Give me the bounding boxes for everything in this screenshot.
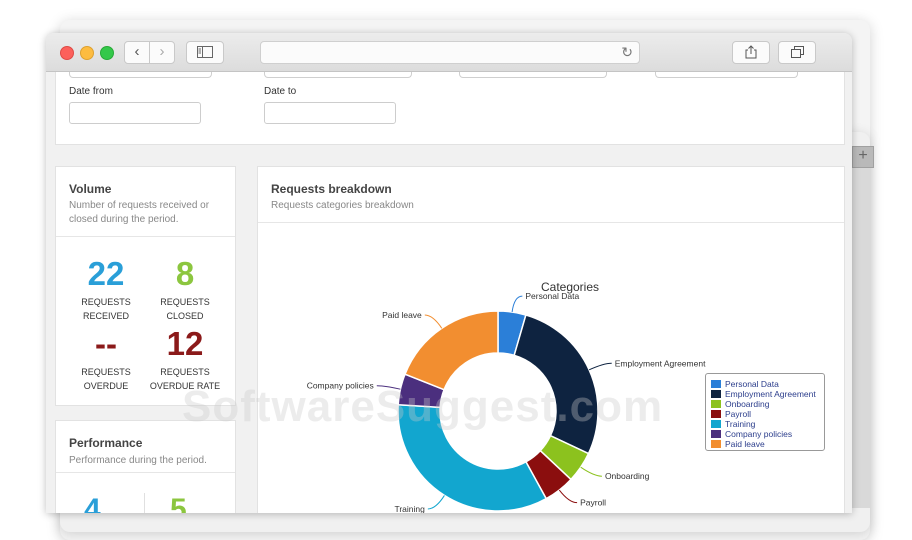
forward-button[interactable]: › (149, 41, 175, 64)
slice-label: Employment Agreement (615, 358, 706, 368)
share-button[interactable] (732, 41, 770, 64)
chart-legend: Personal Data Employment Agreement Onboard… (705, 373, 825, 451)
stat-label: REQUESTS RECEIVED (81, 297, 131, 321)
date-to-input[interactable] (264, 102, 396, 124)
performance-panel: Performance Performance during the perio… (55, 420, 236, 513)
legend-item[interactable]: Personal Data (711, 379, 779, 389)
label-connector (424, 314, 443, 329)
legend-label: Employment Agreement (725, 389, 816, 399)
legend-label: Company policies (725, 429, 793, 439)
legend-item[interactable]: Employment Agreement (711, 389, 816, 399)
legend-swatch (711, 380, 721, 388)
stat-label: REQUESTS CLOSED (160, 297, 210, 321)
breakdown-header: Requests breakdown Requests categories b… (258, 167, 844, 223)
stat-label: REQUESTS OVERDUE RATE (149, 367, 221, 391)
legend-swatch (711, 410, 721, 418)
legend-label: Onboarding (725, 399, 770, 409)
zoom-window-button[interactable] (100, 46, 114, 60)
volume-panel: Volume Number of requests received or cl… (55, 166, 236, 406)
back-button[interactable]: ‹ (124, 41, 150, 64)
slice-label: Personal Data (525, 291, 579, 301)
filters-panel: Date from Date to (55, 72, 845, 145)
performance-value: 4 (84, 493, 101, 514)
chevron-right-icon: › (159, 43, 165, 60)
share-icon (745, 45, 757, 59)
legend-item[interactable]: Company policies (711, 429, 792, 439)
legend-swatch (711, 420, 721, 428)
legend-label: Payroll (725, 409, 751, 419)
categories-donut-chart: Personal Data Employment Agreement Onboard… (307, 291, 706, 513)
filter-select[interactable] (655, 72, 798, 78)
stat-value: -- (95, 325, 117, 362)
slice-label: Payroll (580, 498, 606, 508)
browser-window: ‹ › ↻ (46, 33, 852, 513)
volume-title: Volume (69, 182, 112, 196)
volume-description: Number of requests received or closed du… (69, 200, 210, 225)
legend-label: Personal Data (725, 379, 779, 389)
divider (144, 493, 145, 513)
requests-closed-stat: 8 REQUESTS CLOSED (140, 257, 230, 323)
legend-item[interactable]: Paid leave (711, 439, 765, 449)
browser-toolbar: ‹ › ↻ (46, 33, 852, 72)
sidebar-toggle-button[interactable] (186, 41, 224, 64)
legend-item[interactable]: Payroll (711, 409, 751, 419)
address-bar[interactable]: ↻ (260, 41, 640, 64)
legend-label: Paid leave (725, 439, 765, 449)
breakdown-subtitle: Requests categories breakdown (271, 200, 414, 211)
slice-label: Onboarding (605, 471, 650, 481)
new-tab-icon[interactable]: + (852, 146, 874, 168)
slice-label: Training (394, 504, 425, 513)
chevron-left-icon: ‹ (134, 43, 140, 60)
requests-received-stat: 22 REQUESTS RECEIVED (61, 257, 151, 323)
stat-label: REQUESTS OVERDUE (81, 367, 131, 391)
filter-select[interactable] (459, 72, 607, 78)
background-window-edge (852, 168, 870, 508)
show-tabs-button[interactable] (778, 41, 816, 64)
requests-overdue-stat: -- REQUESTS OVERDUE (61, 327, 151, 393)
label-connector (511, 295, 523, 313)
filter-select[interactable] (69, 72, 212, 78)
slice-label: Company policies (307, 381, 374, 391)
slice-label: Paid leave (382, 310, 422, 320)
legend-item[interactable]: Onboarding (711, 399, 769, 409)
performance-value: 5 (170, 493, 187, 514)
legend-swatch (711, 400, 721, 408)
watermark-text: SoftwareSuggest.com (182, 382, 664, 431)
slice-employment-agreement[interactable] (513, 314, 599, 455)
date-from-label: Date from (69, 86, 113, 97)
minimize-window-button[interactable] (80, 46, 94, 60)
stat-value: 22 (87, 255, 125, 292)
tabs-icon (790, 46, 804, 58)
performance-title: Performance (69, 436, 143, 450)
overdue-rate-stat: 12 REQUESTS OVERDUE RATE (140, 327, 230, 393)
divider (56, 472, 235, 473)
stat-value: 12 (166, 325, 204, 362)
slice-paid-leave[interactable] (404, 310, 499, 391)
legend-swatch (711, 430, 721, 438)
filter-select[interactable] (264, 72, 412, 78)
breakdown-title: Requests breakdown (271, 182, 392, 196)
reload-icon[interactable]: ↻ (621, 44, 633, 60)
label-connector (580, 466, 602, 477)
chart-title: Categories (540, 280, 600, 294)
label-connector (558, 489, 578, 504)
volume-header: Volume Number of requests received or cl… (56, 167, 235, 237)
label-connector (588, 362, 612, 371)
page-content: Date from Date to Volume Number of reque… (46, 72, 852, 513)
date-to-label: Date to (264, 86, 297, 97)
label-connector (376, 385, 401, 390)
legend-swatch (711, 390, 721, 398)
requests-breakdown-panel: Requests breakdown Requests categories b… (257, 166, 845, 513)
legend-item[interactable]: Training (711, 419, 755, 429)
date-from-input[interactable] (69, 102, 201, 124)
close-window-button[interactable] (60, 46, 74, 60)
performance-description: Performance during the period. (69, 455, 207, 466)
legend-label: Training (725, 419, 756, 429)
legend-swatch (711, 440, 721, 448)
stat-value: 8 (175, 255, 195, 292)
label-connector (427, 495, 445, 510)
sidebar-icon (197, 46, 213, 58)
